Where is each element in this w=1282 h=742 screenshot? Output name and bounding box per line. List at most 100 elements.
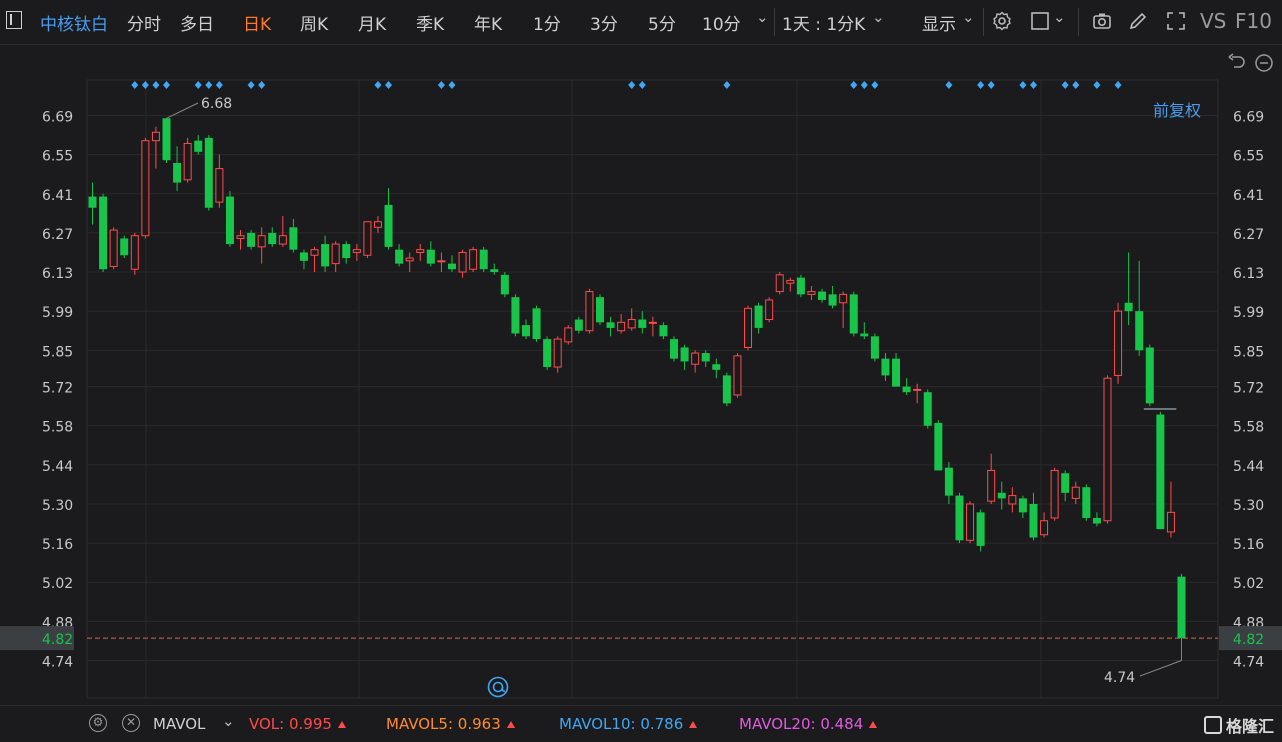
display-menu[interactable]: 显示 — [922, 15, 956, 35]
tab-5分[interactable]: 5分 — [648, 15, 676, 35]
candle-body — [1092, 517, 1101, 524]
zoom-out-icon[interactable] — [1254, 53, 1274, 73]
vol-value: VOL: 0.995 — [249, 715, 346, 733]
signal-dot — [638, 81, 646, 89]
signal-dot — [131, 81, 139, 89]
fullscreen-icon[interactable] — [1166, 11, 1186, 31]
grid — [86, 79, 1219, 699]
chevron-down-icon[interactable]: ⌄ — [222, 712, 235, 730]
y-tick-label: 5.99 — [42, 305, 73, 321]
candle-body — [648, 321, 657, 324]
candle-body — [680, 347, 689, 362]
candle-body — [818, 291, 827, 300]
candle-body — [469, 249, 478, 270]
indicator-settings-icon[interactable]: ⚙ — [89, 714, 107, 732]
y-tick-label: 5.58 — [42, 420, 73, 436]
y-tick-label: 5.44 — [42, 459, 73, 475]
close-indicator-icon[interactable]: ✕ — [122, 714, 140, 732]
candle-body — [321, 244, 330, 267]
tab-季K[interactable]: 季K — [416, 15, 445, 35]
candle-body — [373, 221, 382, 228]
candle-body — [1177, 576, 1186, 639]
kline-chart[interactable]: 6.69 6.55 6.41 6.27 6.13 5.99 5.85 5.72 5.58 5.44… — [0, 45, 1282, 705]
interval-select[interactable]: 1天 : 1分K — [782, 15, 866, 35]
candle-body — [585, 291, 594, 332]
signal-dot — [141, 81, 149, 89]
candle-body — [976, 512, 985, 546]
y-tick-label: 5.02 — [42, 576, 73, 592]
y-tick-label: 5.16 — [1233, 537, 1264, 553]
y-tick-label: 5.58 — [1233, 420, 1264, 436]
candle-body — [775, 274, 784, 293]
candle-body — [606, 322, 615, 328]
signal-dot — [945, 81, 953, 89]
signal-dot — [215, 81, 223, 89]
vs-button[interactable]: VS — [1200, 9, 1227, 33]
signal-dot — [1093, 81, 1101, 89]
candle-body — [204, 137, 213, 208]
f10-button[interactable]: F10 — [1235, 9, 1272, 33]
candle-body — [786, 279, 795, 284]
divider — [774, 8, 775, 36]
candle-body — [395, 249, 404, 264]
tab-月K[interactable]: 月K — [358, 15, 387, 35]
undo-icon[interactable] — [1226, 53, 1246, 73]
tab-3分[interactable]: 3分 — [590, 15, 618, 35]
candle-body — [247, 232, 256, 247]
candle-body — [500, 274, 509, 295]
candle-body — [627, 319, 636, 329]
tab-10分[interactable]: 10分 — [702, 15, 741, 35]
stock-name[interactable]: 中核钛白 — [40, 15, 108, 35]
candle-body — [532, 308, 541, 340]
candle-body — [913, 388, 922, 391]
high-leader-line — [166, 102, 199, 119]
sidebar-toggle-icon[interactable] — [6, 11, 22, 29]
candle-body — [363, 221, 372, 256]
settings-icon[interactable] — [992, 11, 1012, 31]
signal-dot — [977, 81, 985, 89]
chevron-down-icon[interactable]: ⌄ — [756, 8, 769, 26]
indicator-name[interactable]: MAVOL — [153, 715, 206, 733]
tab-分时[interactable]: 分时 — [127, 15, 161, 35]
kline-chart-svg[interactable]: 6.69 6.55 6.41 6.27 6.13 5.99 5.85 5.72 5.58 5.44… — [0, 45, 1282, 705]
candle-body — [1124, 302, 1133, 312]
event-marker-icon[interactable] — [487, 676, 509, 698]
signal-dot — [374, 81, 382, 89]
candle-body — [183, 142, 192, 181]
signal-dot — [385, 81, 393, 89]
y-tick-label: 5.16 — [42, 537, 73, 553]
y-axis-right: 6.69 6.55 6.41 6.27 6.13 5.99 5.85 5.72 5.58 5.44… — [1219, 110, 1282, 671]
tab-年K[interactable]: 年K — [474, 15, 503, 35]
chevron-down-icon[interactable]: ⌄ — [872, 8, 885, 26]
tab-周K[interactable]: 周K — [300, 15, 329, 35]
candle-body — [765, 299, 774, 321]
logo-mark-icon — [1203, 716, 1222, 734]
candle-body — [564, 327, 573, 343]
candle-body — [1071, 486, 1080, 499]
mavol10-number: 0.786 — [640, 715, 684, 733]
current-price-label: 4.82 — [1233, 632, 1264, 648]
candle-body — [595, 297, 604, 323]
y-tick-label: 6.69 — [1233, 110, 1264, 126]
camera-icon[interactable] — [1092, 11, 1112, 31]
up-arrow-icon — [337, 721, 346, 728]
candle-body — [944, 467, 953, 496]
signal-dot — [723, 81, 731, 89]
y-tick-label: 5.30 — [1233, 498, 1264, 514]
y-tick-label: 5.85 — [1233, 344, 1264, 360]
tab-1分[interactable]: 1分 — [533, 15, 561, 35]
chart-style-icon[interactable] — [1030, 11, 1050, 31]
current-price-tag — [1219, 626, 1282, 651]
pencil-icon[interactable] — [1128, 11, 1148, 31]
chevron-down-icon[interactable]: ⌄ — [962, 8, 975, 26]
tab-多日[interactable]: 多日 — [180, 15, 214, 35]
indicator-bar: ⚙ ✕ MAVOL ⌄ VOL: 0.995 MAVOL5: 0.963 MAV… — [0, 705, 1282, 742]
candle-body — [659, 325, 668, 337]
candle-body — [130, 235, 139, 270]
candle-body — [120, 238, 129, 256]
candle-body — [173, 163, 182, 183]
tab-日K[interactable]: 日K — [243, 15, 272, 35]
adjust-select[interactable]: 前复权 — [1153, 101, 1202, 120]
candle-body — [289, 227, 298, 250]
chevron-down-icon[interactable]: ⌄ — [1053, 8, 1066, 26]
